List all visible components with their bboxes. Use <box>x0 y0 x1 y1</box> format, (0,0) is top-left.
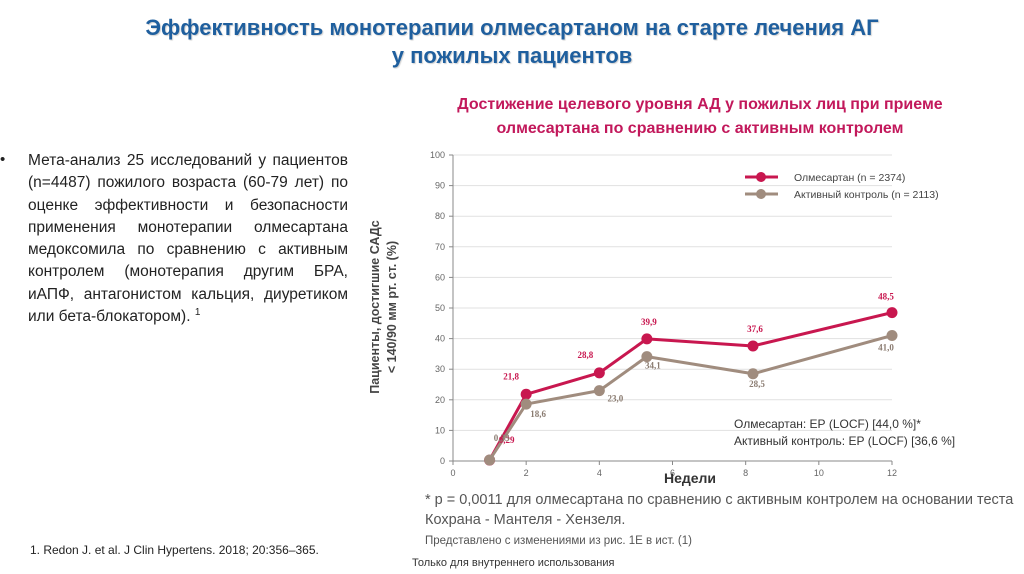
y-tick-label-40: 40 <box>435 334 445 344</box>
point-olmesartan-1 <box>520 388 532 400</box>
data-label-active-control-4: 28,5 <box>749 379 765 389</box>
y-tick-label-50: 50 <box>435 303 445 313</box>
annotation-active-control: Активный контроль: ЕР (LOCF) [36,6 %] <box>734 434 955 448</box>
legend-marker-olmesartan <box>756 172 766 182</box>
data-label-active-control-1: 18,6 <box>530 409 546 419</box>
point-active-control-2 <box>593 385 605 397</box>
x-tick-label-2: 2 <box>524 468 529 478</box>
data-label-olmesartan-2: 28,8 <box>577 350 593 360</box>
y-tick-label-10: 10 <box>435 425 445 435</box>
data-label-active-control-5: 41,0 <box>878 343 894 353</box>
x-tick-label-8: 8 <box>743 468 748 478</box>
bullet-marker: • <box>0 151 6 168</box>
data-label-active-control-3: 34,1 <box>645 361 661 371</box>
point-active-control-0 <box>484 454 496 466</box>
series-active-control <box>484 330 898 466</box>
chart-heading-line-1: Достижение целевого уровня АД у пожилых … <box>457 96 943 113</box>
y-axis-label-line-2: < 140/90 мм рт. ст. (%) <box>385 241 399 373</box>
y-axis-label: Пациенты, достигшие САДс < 140/90 мм рт.… <box>368 220 399 394</box>
x-tick-label-6: 6 <box>670 468 675 478</box>
y-tick-label-20: 20 <box>435 395 445 405</box>
footnote-source: Представлено с изменениями из рис. 1E в … <box>425 535 692 547</box>
data-label-active-control-0: 0,33 <box>494 433 510 443</box>
data-label-olmesartan-0: 0,29 <box>499 435 515 445</box>
data-labels-active-control: 0,33 18,6 23,0 34,1 28,5 41,0 <box>494 343 895 443</box>
y-tick-label-80: 80 <box>435 211 445 221</box>
chart-heading-line-2: олмесартана по сравнению с активным конт… <box>496 120 904 137</box>
y-tick-label-90: 90 <box>435 181 445 191</box>
x-axis-label: Недели <box>664 470 716 486</box>
point-olmesartan-3 <box>641 333 653 345</box>
x-tick-label-10: 10 <box>814 468 824 478</box>
point-active-control-3 <box>641 351 653 363</box>
point-olmesartan-4 <box>747 340 759 352</box>
data-label-olmesartan-1: 21,8 <box>503 371 519 381</box>
legend-label-olmesartan: Олмесартан (n = 2374) <box>794 172 905 184</box>
chart-legend: Олмесартан (n = 2374) Активный контроль (… <box>745 172 939 201</box>
y-tick-label-30: 30 <box>435 364 445 374</box>
x-tick-label-0: 0 <box>450 468 455 478</box>
data-label-olmesartan-5: 48,5 <box>878 292 894 302</box>
point-olmesartan-5 <box>886 307 898 319</box>
point-active-control-5 <box>886 330 898 342</box>
x-tick-label-4: 4 <box>597 468 602 478</box>
slide-title-line-1: Эффективность монотерапии олмесартаном н… <box>145 15 879 40</box>
y-tick-label-0: 0 <box>440 456 445 466</box>
bullet-text: Мета-анализ 25 исследований у пациентов … <box>28 150 348 328</box>
y-tick-label-70: 70 <box>435 242 445 252</box>
legend-label-active-control: Активный контроль (n = 2113) <box>794 189 939 201</box>
reference: 1. Redon J. et al. J Clin Hypertens. 201… <box>30 543 319 557</box>
bullet-citation: 1 <box>194 306 201 318</box>
footnote: * p = 0,0011 для олмесартана по сравнени… <box>425 490 1015 550</box>
y-tick-label-100: 100 <box>430 150 445 160</box>
point-olmesartan-2 <box>593 367 605 379</box>
x-tick-label-12: 12 <box>887 468 897 478</box>
series-line-olmesartan <box>488 311 893 461</box>
data-label-olmesartan-4: 37,6 <box>747 324 763 334</box>
footnote-pvalue: * p = 0,0011 для олмесартана по сравнени… <box>425 492 1014 528</box>
chart-axes: 0 10 20 30 40 50 60 70 80 90 100 0 2 4 6 8 10 12 <box>430 150 897 478</box>
data-labels-olmesartan: 0,29 21,8 28,8 39,9 37,6 48,5 <box>499 292 895 446</box>
annotation-olmesartan: Олмесартан: ЕР (LOCF) [44,0 %]* <box>734 417 921 431</box>
slide-title: Эффективность монотерапии олмесартаном н… <box>20 14 1004 70</box>
data-label-olmesartan-3: 39,9 <box>641 317 657 327</box>
point-active-control-4 <box>747 368 759 380</box>
chart-series: 0,29 21,8 28,8 39,9 37,6 48,5 0,33 18,6 23,0 34,1… <box>484 292 898 466</box>
series-line-active-control <box>488 334 893 461</box>
y-tick-label-60: 60 <box>435 272 445 282</box>
chart-heading: Достижение целевого уровня АД у пожилых … <box>395 93 1005 141</box>
point-active-control-1 <box>520 398 532 410</box>
slide-title-line-2: у пожилых пациентов <box>391 43 633 68</box>
legend-marker-active-control <box>756 189 766 199</box>
bullet-text-body: Мета-анализ 25 исследований у пациентов … <box>28 152 348 326</box>
internal-use-note: Только для внутреннего использования <box>412 557 615 569</box>
data-label-active-control-2: 23,0 <box>607 394 623 404</box>
y-axis-label-line-1: Пациенты, достигшие САДс <box>368 220 382 394</box>
